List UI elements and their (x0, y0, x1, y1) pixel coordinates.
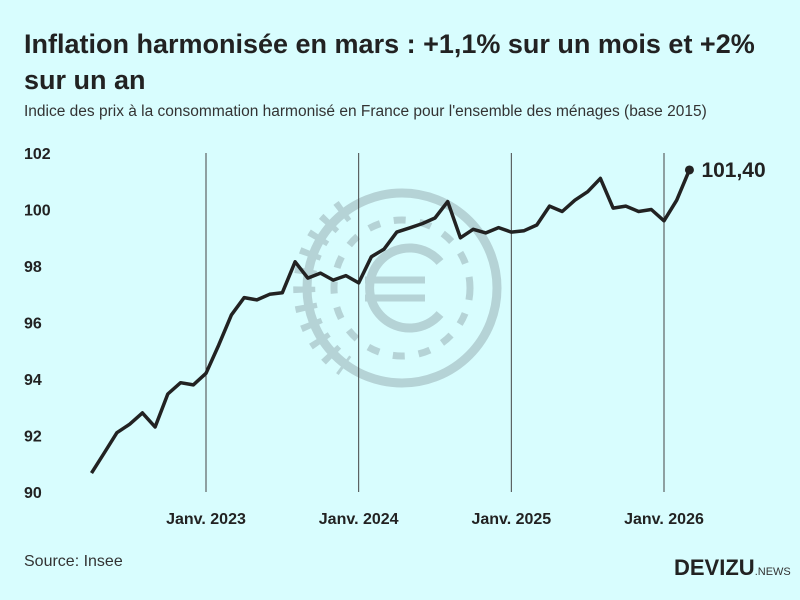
x-tick-label: Janv. 2025 (471, 511, 551, 528)
x-tick-label: Janv. 2023 (166, 511, 246, 528)
last-value-label: 101,40 (701, 159, 765, 182)
y-tick-label: 90 (24, 485, 42, 502)
logo-suffix: .NEWS (754, 566, 791, 578)
euro-coin-icon (293, 188, 502, 388)
series-line (90, 169, 692, 475)
y-tick-label: 102 (24, 146, 51, 163)
logo-main: DEVIZU (674, 555, 755, 580)
y-tick-label: 96 (24, 316, 42, 333)
x-tick-label: Janv. 2024 (319, 511, 399, 528)
chart-title: Inflation harmonisée en mars : +1,1% sur… (24, 29, 755, 95)
last-point-marker (684, 165, 694, 175)
chart-subtitle: Indice des prix à la consommation harmon… (24, 103, 707, 120)
y-tick-label: 98 (24, 259, 42, 276)
devizu-logo: DEVIZU.NEWS (674, 555, 791, 581)
source-note: Source: Insee (24, 553, 123, 570)
y-tick-label: 100 (24, 203, 51, 220)
y-tick-label: 92 (24, 429, 42, 446)
y-tick-label: 94 (24, 372, 42, 389)
x-tick-label: Janv. 2026 (624, 511, 704, 528)
